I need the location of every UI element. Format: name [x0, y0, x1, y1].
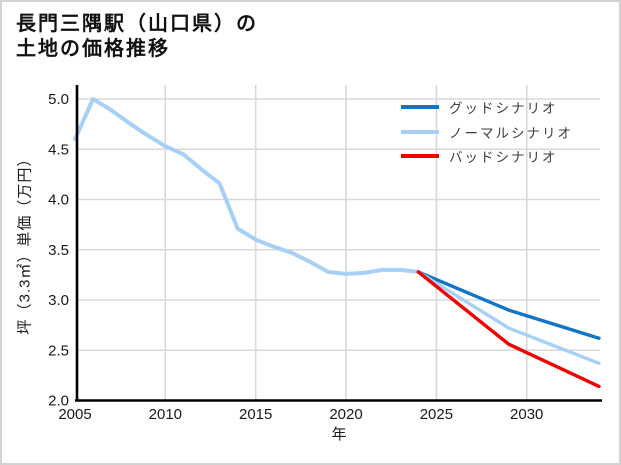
chart-title: 長門三隅駅（山口県）の 土地の価格推移	[16, 12, 258, 62]
y-tick-label: 3.5	[48, 242, 69, 259]
x-tick-label: 2005	[58, 406, 91, 423]
x-axis-title: 年	[331, 426, 347, 443]
y-tick-label: 4.0	[48, 192, 69, 209]
legend: グッドシナリオ ノーマルシナリオ バッドシナリオ	[401, 95, 573, 169]
y-tick-label: 3.0	[48, 292, 69, 309]
legend-item-bad-scenario: バッドシナリオ	[401, 144, 573, 169]
legend-swatch-good-scenario	[401, 105, 439, 110]
y-axis-title: 坪（3.3㎡）単価（万円）	[16, 150, 34, 335]
series-line-2	[416, 270, 601, 365]
legend-label-normal-scenario: ノーマルシナリオ	[449, 125, 573, 141]
y-tick-label: 5.0	[48, 91, 69, 108]
series-line-1	[416, 270, 601, 340]
x-tick-label: 2010	[149, 406, 182, 423]
legend-swatch-bad-scenario	[401, 154, 439, 159]
legend-label-good-scenario: グッドシナリオ	[449, 101, 558, 117]
legend-item-normal-scenario: ノーマルシナリオ	[401, 120, 573, 145]
x-tick-label: 2015	[239, 406, 272, 423]
chart-title-line2: 土地の価格推移	[16, 38, 170, 60]
legend-label-bad-scenario: バッドシナリオ	[449, 150, 558, 166]
series-line-0	[73, 97, 421, 276]
y-tick-label: 4.5	[48, 141, 69, 158]
x-tick-label: 2020	[329, 406, 362, 423]
y-tick-label: 2.5	[48, 342, 69, 359]
legend-swatch-normal-scenario	[401, 129, 439, 134]
legend-item-good-scenario: グッドシナリオ	[401, 95, 573, 120]
x-tick-label: 2030	[510, 406, 543, 423]
chart-title-line1: 長門三隅駅（山口県）の	[16, 13, 258, 35]
series-line-3	[416, 270, 601, 389]
y-tick-label: 2.0	[48, 393, 69, 410]
x-tick-label: 2025	[420, 406, 453, 423]
